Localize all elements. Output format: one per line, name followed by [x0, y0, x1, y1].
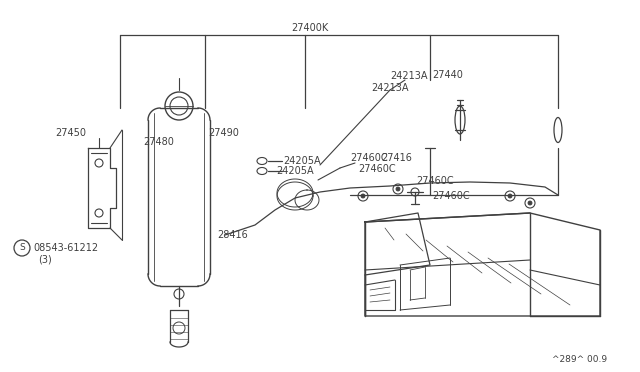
Text: 27460C: 27460C — [416, 176, 454, 186]
Text: S: S — [19, 244, 25, 253]
Text: 27416: 27416 — [381, 153, 412, 163]
Text: 27460C: 27460C — [358, 164, 396, 174]
Text: 27480: 27480 — [143, 137, 174, 147]
Text: 24205A: 24205A — [276, 166, 314, 176]
Text: 27450: 27450 — [55, 128, 86, 138]
Text: 27440: 27440 — [432, 70, 463, 80]
Text: 27490: 27490 — [208, 128, 239, 138]
Text: 28416: 28416 — [217, 230, 248, 240]
Text: (3): (3) — [38, 254, 52, 264]
Circle shape — [508, 194, 512, 198]
Text: 27460C: 27460C — [432, 191, 470, 201]
Text: 27400K: 27400K — [291, 23, 328, 33]
Circle shape — [528, 201, 532, 205]
Text: 24205A: 24205A — [283, 156, 321, 166]
Text: 08543-61212: 08543-61212 — [33, 243, 98, 253]
Circle shape — [361, 194, 365, 198]
Text: 24213A: 24213A — [390, 71, 428, 81]
Circle shape — [396, 187, 400, 191]
Text: 27460C: 27460C — [350, 153, 388, 163]
Text: ^289^ 00.9: ^289^ 00.9 — [552, 356, 607, 365]
Text: 24213A: 24213A — [371, 83, 408, 93]
